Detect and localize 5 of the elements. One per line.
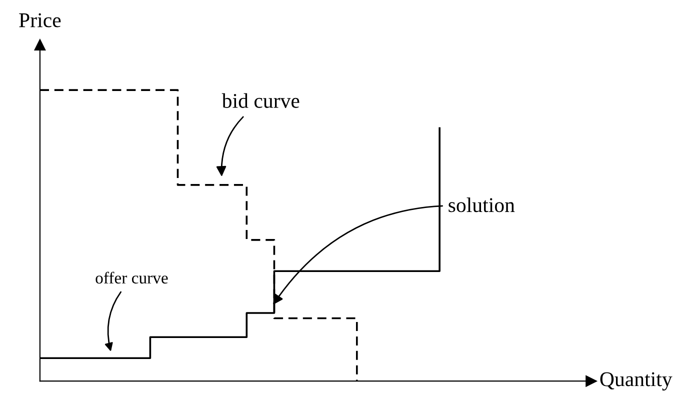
x-axis-title: Quantity	[600, 372, 672, 391]
annotation: solution	[448, 198, 515, 212]
annotation: bid curve	[222, 93, 300, 108]
annotation: offer curve	[96, 272, 168, 284]
y-axis-title: Price	[19, 13, 61, 28]
